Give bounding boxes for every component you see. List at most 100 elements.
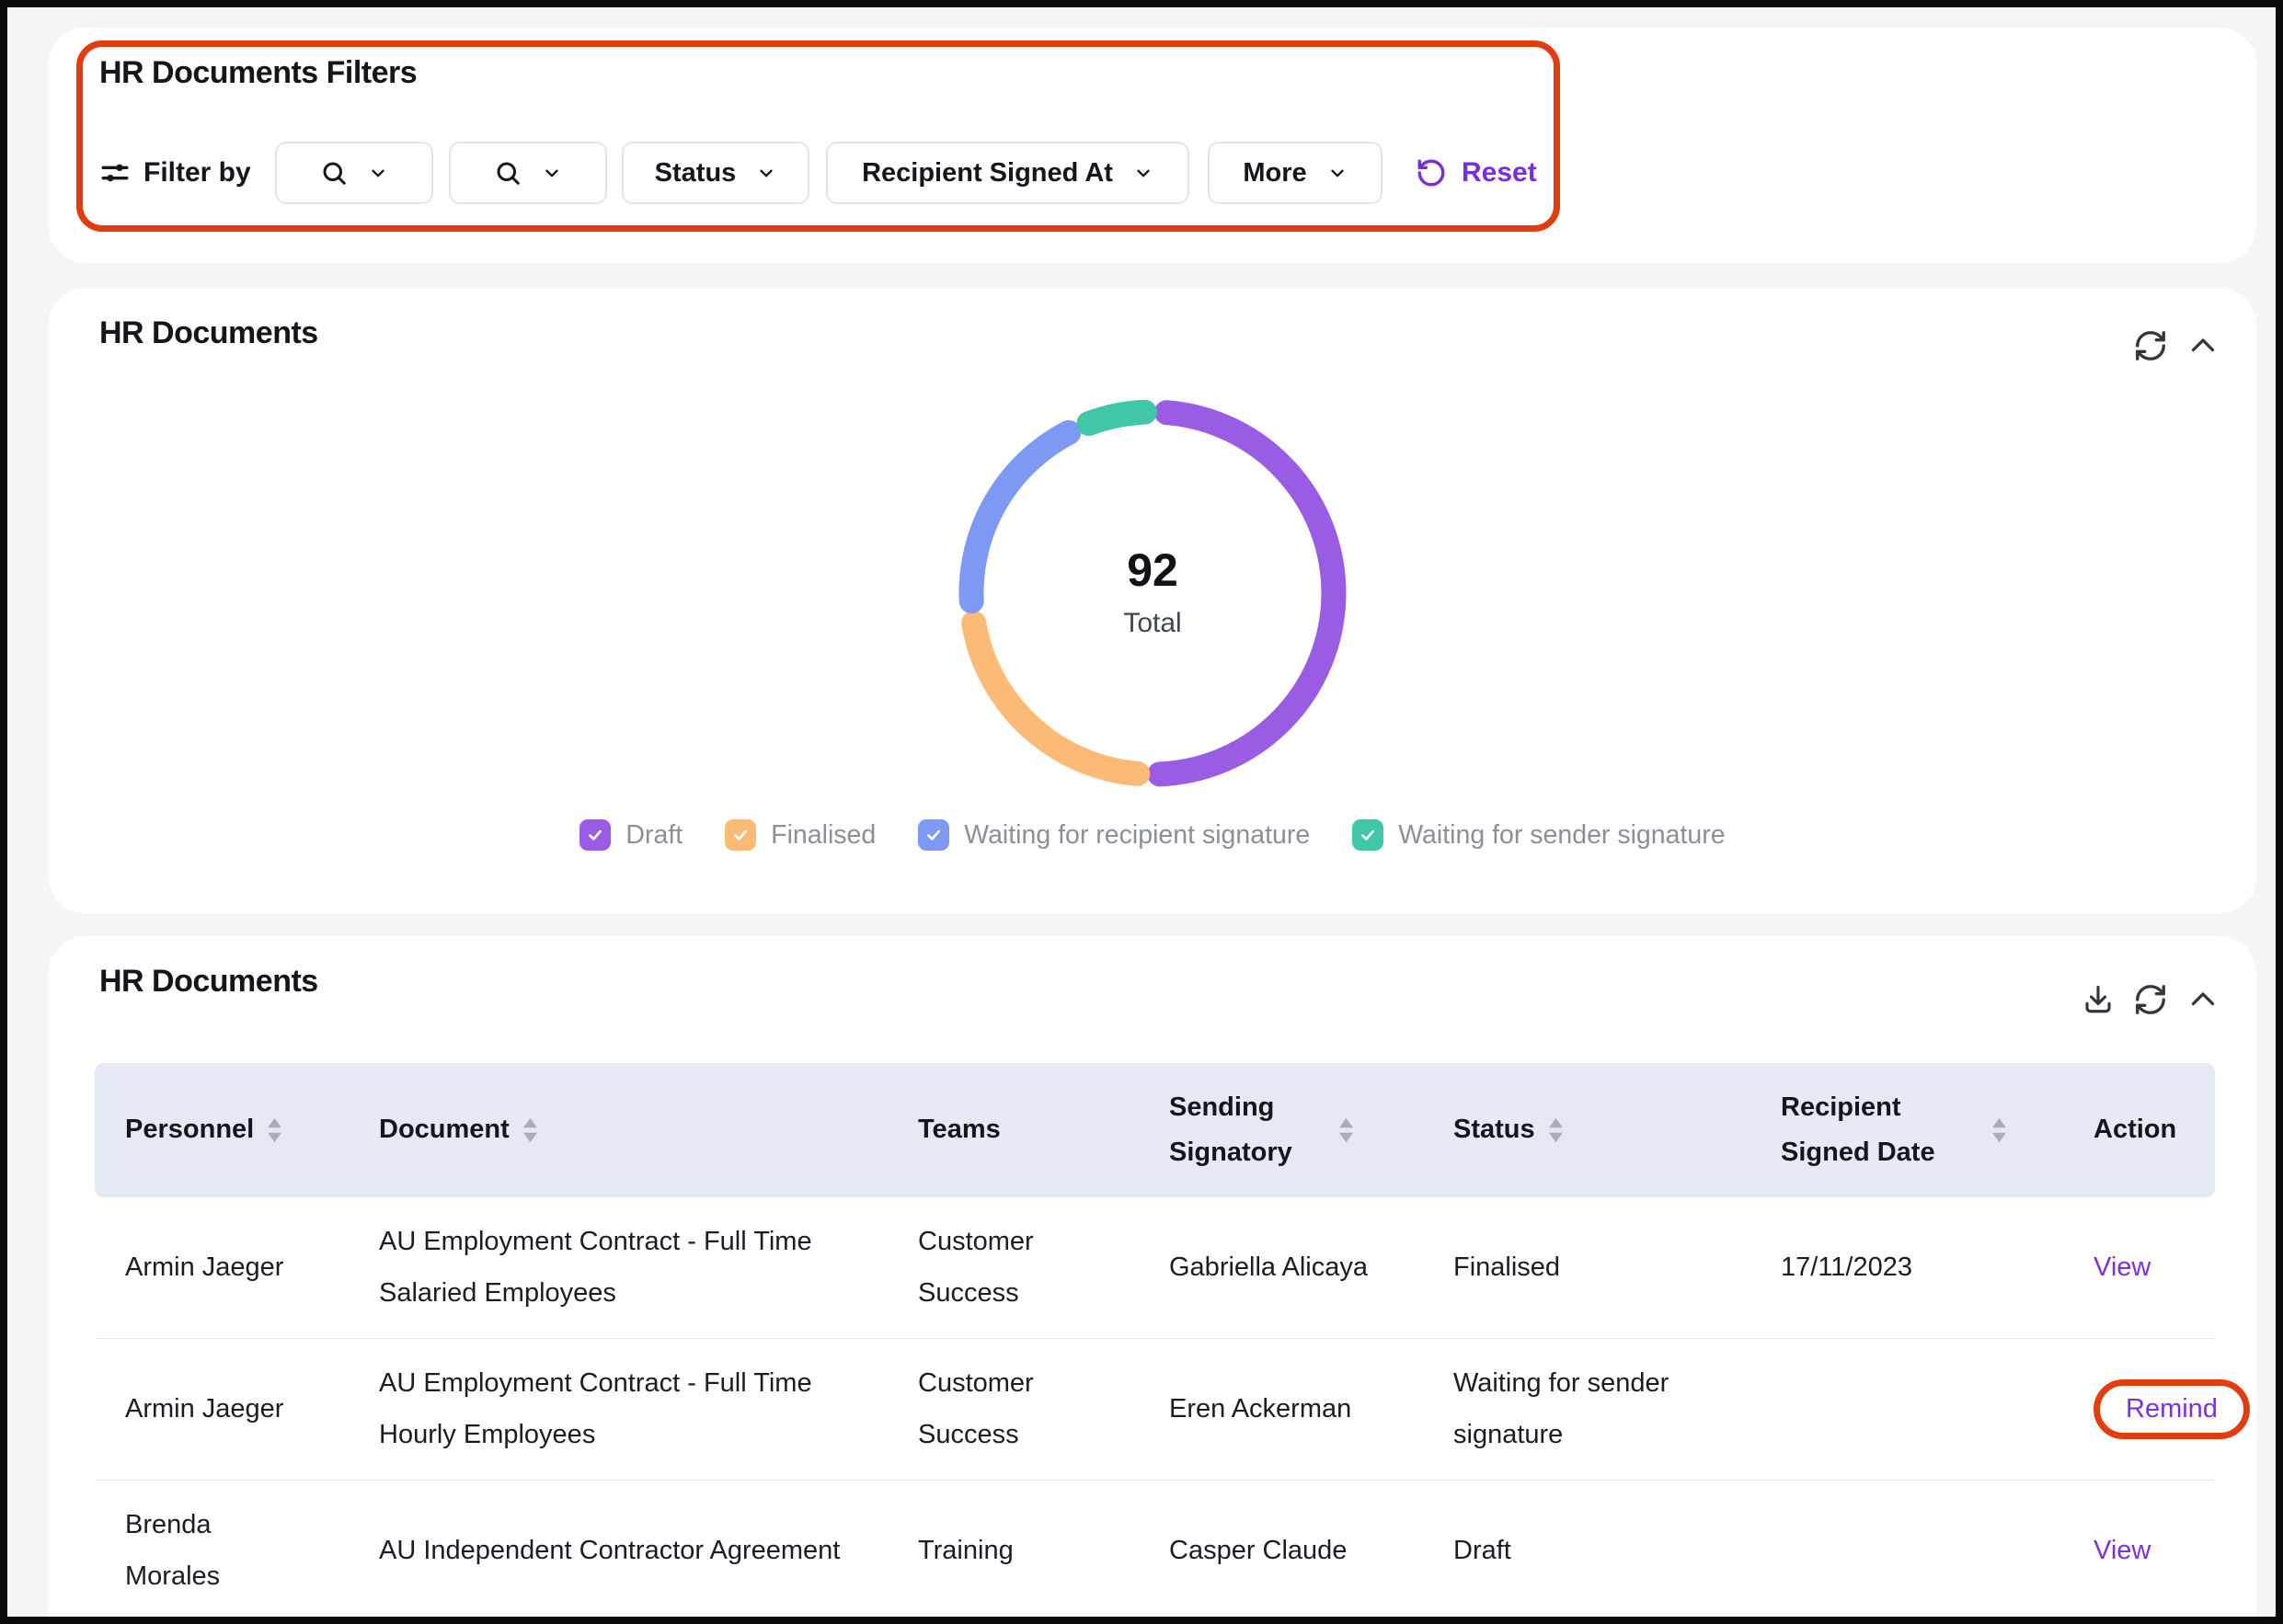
search-icon bbox=[320, 159, 348, 187]
column-header-label: Sending Signatory bbox=[1169, 1085, 1325, 1176]
legend-checkbox-waiting-for-sender-signature[interactable] bbox=[1352, 819, 1383, 851]
column-header-label: Recipient Signed Date bbox=[1781, 1085, 1979, 1176]
cell-document: AU Employment Contract - Full Time Hourl… bbox=[379, 1339, 918, 1480]
cell-status: Draft bbox=[1453, 1481, 1781, 1621]
column-header-label: Status bbox=[1453, 1107, 1535, 1152]
table-card-title: HR Documents bbox=[99, 964, 318, 1000]
legend-label: Waiting for sender signature bbox=[1398, 820, 1725, 851]
check-icon bbox=[924, 826, 943, 844]
column-header-action: Action bbox=[2094, 1063, 2215, 1197]
hr-documents-chart-card: HR Documents 92 Total Draft Finalised Wait… bbox=[49, 288, 2256, 913]
cell-action: View bbox=[2094, 1197, 2215, 1338]
refresh-icon bbox=[2133, 328, 2168, 363]
column-header-sending-signatory[interactable]: Sending Signatory bbox=[1169, 1063, 1453, 1197]
cell-status: Waiting for sender signature bbox=[1453, 1339, 1781, 1480]
filter-by: Filter by bbox=[99, 142, 251, 204]
chevron-up-icon bbox=[2186, 329, 2220, 362]
check-icon bbox=[586, 826, 604, 844]
column-header-recipient-signed-date[interactable]: Recipient Signed Date bbox=[1781, 1063, 2094, 1197]
sort-icon[interactable] bbox=[1548, 1117, 1564, 1143]
cell-sending-signatory: Casper Claude bbox=[1169, 1481, 1453, 1621]
sort-icon[interactable] bbox=[1991, 1117, 2007, 1143]
cell-personnel: Armin Jaeger bbox=[125, 1197, 379, 1338]
hr-documents-table: Personnel Document Teams Sending Signatory S… bbox=[95, 1063, 2215, 1622]
view-link[interactable]: View bbox=[2094, 1535, 2151, 1567]
search-filter-dropdown-2[interactable] bbox=[449, 142, 607, 204]
legend-item-finalised: Finalised bbox=[725, 819, 876, 851]
page: HR Documents Filters Filter by Status bbox=[0, 0, 2283, 1624]
cell-teams: Customer Success bbox=[918, 1197, 1169, 1338]
column-header-personnel[interactable]: Personnel bbox=[125, 1063, 379, 1197]
recipient-signed-at-filter-dropdown[interactable]: Recipient Signed At bbox=[826, 142, 1189, 204]
cell-recipient-signed-date bbox=[1781, 1481, 2094, 1621]
more-filter-label: More bbox=[1243, 158, 1306, 189]
chart-legend: Draft Finalised Waiting for recipient sign… bbox=[49, 819, 2256, 851]
legend-item-waiting-for-recipient-signature: Waiting for recipient signature bbox=[918, 819, 1310, 851]
cell-action: View bbox=[2094, 1481, 2215, 1621]
chart-card-title: HR Documents bbox=[99, 315, 318, 351]
sort-icon[interactable] bbox=[1338, 1117, 1354, 1143]
annotation-oval: Remind bbox=[2094, 1379, 2250, 1439]
filters-card-title: HR Documents Filters bbox=[99, 55, 417, 91]
column-header-status[interactable]: Status bbox=[1453, 1063, 1781, 1197]
cell-sending-signatory: Gabriella Alicaya bbox=[1169, 1197, 1453, 1338]
chevron-down-icon bbox=[368, 163, 388, 183]
recipient-signed-at-label: Recipient Signed At bbox=[862, 158, 1113, 189]
donut-total-value: 92 bbox=[950, 543, 1355, 597]
chevron-down-icon bbox=[542, 163, 562, 183]
table-header-row: Personnel Document Teams Sending Signatory S… bbox=[95, 1063, 2215, 1197]
column-header-label: Teams bbox=[918, 1107, 1001, 1152]
download-button[interactable] bbox=[2082, 983, 2115, 1016]
collapse-button[interactable] bbox=[2186, 983, 2220, 1016]
hr-documents-table-card: HR Documents Personnel Document Teams Sendi… bbox=[49, 936, 2256, 1624]
sliders-icon bbox=[99, 157, 131, 189]
reset-filters-button[interactable]: Reset bbox=[1410, 142, 1543, 204]
column-header-document[interactable]: Document bbox=[379, 1063, 918, 1197]
filter-by-label: Filter by bbox=[143, 157, 251, 189]
cell-recipient-signed-date bbox=[1781, 1339, 2094, 1480]
search-filter-dropdown-1[interactable] bbox=[275, 142, 433, 204]
cell-personnel: Armin Jaeger bbox=[125, 1339, 379, 1480]
status-filter-label: Status bbox=[655, 158, 737, 189]
cell-status: Finalised bbox=[1453, 1197, 1781, 1338]
refresh-icon bbox=[2133, 982, 2168, 1017]
chevron-down-icon bbox=[1327, 163, 1348, 183]
legend-checkbox-waiting-for-recipient-signature[interactable] bbox=[918, 819, 949, 851]
cell-document: AU Independent Contractor Agreement bbox=[379, 1481, 918, 1621]
chevron-up-icon bbox=[2186, 983, 2220, 1016]
check-icon bbox=[731, 826, 750, 844]
reset-icon bbox=[1416, 157, 1447, 189]
view-link[interactable]: View bbox=[2094, 1252, 2151, 1284]
column-header-teams: Teams bbox=[918, 1063, 1169, 1197]
table-row: Armin JaegerAU Employment Contract - Ful… bbox=[95, 1197, 2215, 1339]
cell-sending-signatory: Eren Ackerman bbox=[1169, 1339, 1453, 1480]
sort-icon[interactable] bbox=[522, 1117, 538, 1143]
legend-item-waiting-for-sender-signature: Waiting for sender signature bbox=[1352, 819, 1725, 851]
refresh-button[interactable] bbox=[2133, 982, 2168, 1017]
more-filter-dropdown[interactable]: More bbox=[1208, 142, 1382, 204]
remind-link[interactable]: Remind bbox=[2126, 1393, 2218, 1425]
chevron-down-icon bbox=[756, 163, 776, 183]
cell-teams: Customer Success bbox=[918, 1339, 1169, 1480]
collapse-button[interactable] bbox=[2186, 329, 2220, 362]
search-icon bbox=[494, 159, 522, 187]
table-row: Brenda MoralesAU Independent Contractor … bbox=[95, 1481, 2215, 1622]
donut-segment-waiting-for-sender-signature bbox=[1089, 412, 1145, 423]
status-filter-dropdown[interactable]: Status bbox=[622, 142, 809, 204]
sort-icon[interactable] bbox=[267, 1117, 282, 1143]
refresh-button[interactable] bbox=[2133, 328, 2168, 363]
column-header-label: Document bbox=[379, 1107, 510, 1152]
cell-document: AU Employment Contract - Full Time Salar… bbox=[379, 1197, 918, 1338]
check-icon bbox=[1359, 826, 1377, 844]
donut-total-label: Total bbox=[950, 608, 1355, 639]
cell-recipient-signed-date: 17/11/2023 bbox=[1781, 1197, 2094, 1338]
column-header-label: Personnel bbox=[125, 1107, 254, 1152]
legend-checkbox-draft[interactable] bbox=[579, 819, 611, 851]
cell-teams: Training bbox=[918, 1481, 1169, 1621]
cell-personnel: Brenda Morales bbox=[125, 1481, 379, 1621]
reset-label: Reset bbox=[1462, 157, 1537, 189]
table-row: Armin JaegerAU Employment Contract - Ful… bbox=[95, 1339, 2215, 1481]
legend-checkbox-finalised[interactable] bbox=[725, 819, 756, 851]
legend-label: Draft bbox=[625, 820, 683, 851]
download-icon bbox=[2082, 983, 2115, 1016]
